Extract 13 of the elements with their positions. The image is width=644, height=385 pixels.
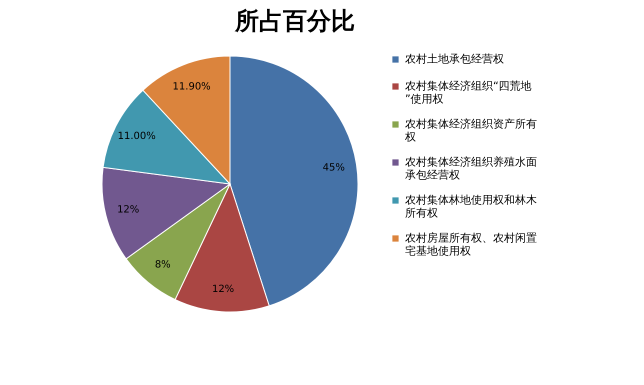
data-label: 12% xyxy=(117,204,140,216)
chart-title: 所占百分比 xyxy=(234,6,355,35)
data-label: 8% xyxy=(154,260,171,271)
legend-label: 农村集体经济组织资产所有权 xyxy=(404,118,537,144)
data-label: 12% xyxy=(212,284,234,295)
data-label: 11.90% xyxy=(172,81,211,92)
legend-label: 农村集体林地使用权和林木所有权 xyxy=(405,194,537,220)
legend-label: 农村集体经济组织“四荒地”使用权 xyxy=(405,80,532,106)
data-label: 11.00% xyxy=(118,130,156,142)
legend-label: 农村土地承包经营权 xyxy=(405,52,504,66)
legend-label: 农村集体经济组织养殖水面承包经营权 xyxy=(405,156,537,182)
data-label: 45% xyxy=(322,162,345,174)
legend-label: 农村房屋所有权、农村闲置宅基地使用权 xyxy=(405,232,537,258)
